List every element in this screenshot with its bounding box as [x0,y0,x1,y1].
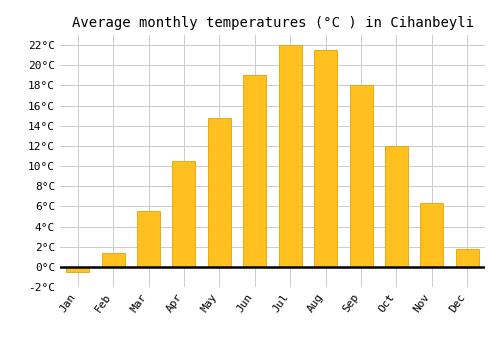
Bar [208,118,231,267]
Bar [456,249,479,267]
Bar [66,267,89,272]
Bar [244,75,266,267]
Title: Average monthly temperatures (°C ) in Cihanbeyli: Average monthly temperatures (°C ) in Ci… [72,16,473,30]
Bar [278,45,301,267]
Bar [385,146,408,267]
Bar [350,85,372,267]
Bar [420,203,444,267]
Bar [314,50,337,267]
Bar [172,161,196,267]
Bar [137,211,160,267]
Bar [102,253,124,267]
